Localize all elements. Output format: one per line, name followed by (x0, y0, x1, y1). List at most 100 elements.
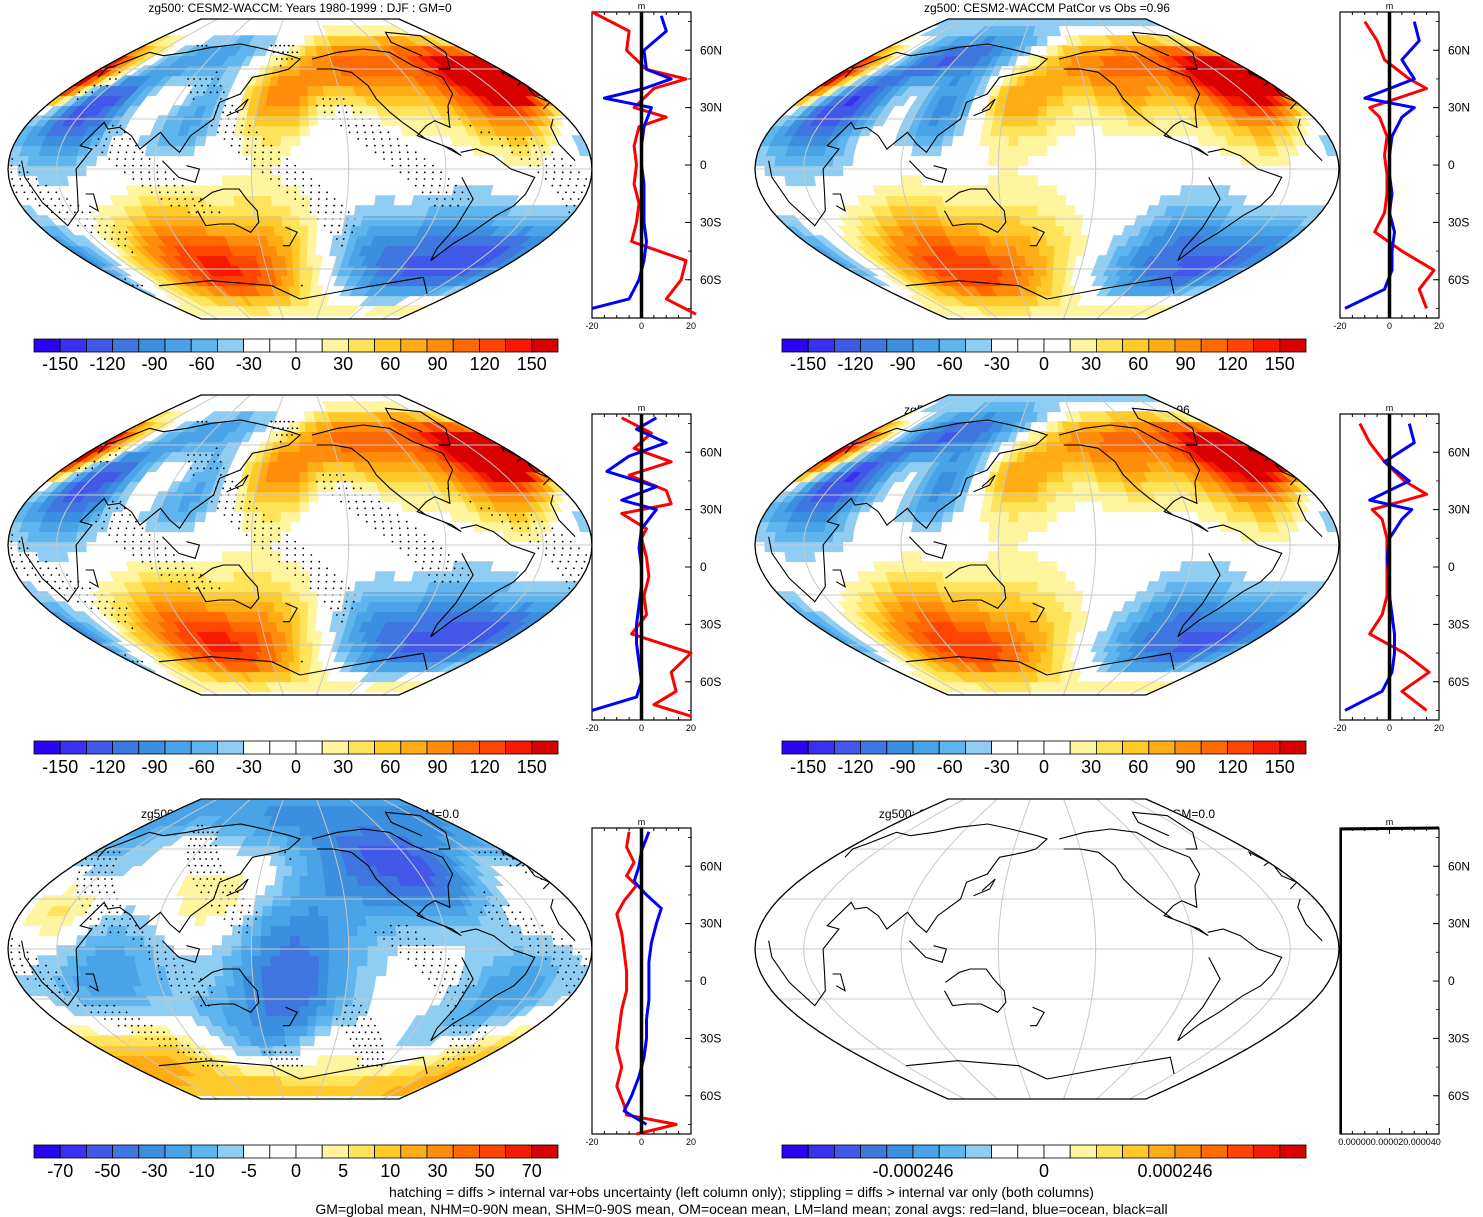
profile-lat-label: 0 (1448, 974, 1455, 988)
colorbar: -150 -120 -90 -60 -30 0 30 60 90 120 150 (33, 740, 559, 777)
colorbar-box (1279, 1144, 1307, 1159)
colorbar-box (216, 740, 244, 755)
colorbar-box (138, 338, 166, 353)
colorbar-box (531, 740, 559, 755)
colorbar-box (1148, 1144, 1176, 1159)
colorbar-label: -60 (189, 757, 215, 777)
colorbar-label: 90 (427, 757, 447, 777)
colorbar-label: -5 (241, 1161, 257, 1181)
profile-lat-label: 60N (700, 445, 722, 459)
colorbar-label: -120 (89, 757, 125, 777)
profile-lat-label: 0 (700, 158, 707, 172)
zonal-land-line (1363, 20, 1436, 309)
colorbar-box (86, 338, 114, 353)
profile-unit: m (638, 1, 646, 11)
colorbar-box (86, 1144, 114, 1159)
colorbar-box (912, 740, 940, 755)
profile-lat-label: 0 (1448, 560, 1455, 574)
colorbar-label: 120 (470, 354, 500, 374)
profile-xtick: -20 (1333, 321, 1346, 331)
colorbar-label: -70 (47, 1161, 73, 1181)
colorbar-box (1043, 338, 1071, 353)
colorbar-box (834, 1144, 862, 1159)
profile-lat-label: 60N (700, 859, 722, 873)
map-field (8, 19, 592, 319)
colorbar-label: 120 (1218, 354, 1248, 374)
profile-lat-label: 30S (1448, 617, 1469, 631)
colorbar-label: -90 (142, 354, 168, 374)
zonal-profile: m -20 0 20 60N 30N 0 30S 60S (1333, 403, 1470, 733)
colorbar-box (886, 740, 914, 755)
colorbar-box (912, 1144, 940, 1159)
colorbar-box (860, 740, 888, 755)
colorbar-box (321, 338, 349, 353)
colorbar-box (190, 1144, 218, 1159)
colorbar-box (59, 1144, 87, 1159)
profile-lat-label: 60S (700, 675, 721, 689)
colorbar-label: 60 (380, 354, 400, 374)
profile-xtick: -20 (585, 321, 598, 331)
profile-unit: m (1386, 403, 1394, 413)
colorbar-box (1174, 338, 1202, 353)
profile-lat-label: 60N (700, 43, 722, 57)
zonal-profile: m -20 0 20 60N 30N 0 30S 60S (585, 1, 722, 331)
colorbar-label: -150 (42, 354, 78, 374)
colorbar-box (965, 740, 993, 755)
colorbar-box (860, 1144, 888, 1159)
colorbar-label: -150 (790, 354, 826, 374)
colorbar-label: 0 (1039, 354, 1049, 374)
colorbar-box (138, 1144, 166, 1159)
profile-xtick: -20 (585, 723, 598, 733)
colorbar-box (374, 1144, 402, 1159)
colorbar-label: 150 (1265, 354, 1295, 374)
colorbar-box (991, 338, 1019, 353)
colorbar-box (912, 338, 940, 353)
colorbar-box (269, 338, 297, 353)
map-outline (7, 394, 593, 696)
colorbar-label: -120 (837, 354, 873, 374)
colorbar-label: 120 (1218, 757, 1248, 777)
colorbar-box (452, 1144, 480, 1159)
colorbar-box (426, 338, 454, 353)
colorbar-box (1253, 1144, 1281, 1159)
zonal-profile: m -20 0 20 60N 30N 0 30S 60S (585, 403, 722, 733)
colorbar-label: 50 (475, 1161, 495, 1181)
profile-unit: m (638, 403, 646, 413)
profile-xtick: 20 (686, 1137, 696, 1147)
colorbar-box (321, 740, 349, 755)
colorbar-label: 0.000246 (1137, 1161, 1212, 1181)
colorbar-label: 90 (1175, 354, 1195, 374)
profile-xtick: 20 (1434, 321, 1444, 331)
colorbar-label: -120 (89, 354, 125, 374)
colorbar-box (426, 1144, 454, 1159)
colorbar-box (991, 740, 1019, 755)
colorbar-box (426, 740, 454, 755)
profile-lat-label: 0 (700, 974, 707, 988)
colorbar-label: -150 (42, 757, 78, 777)
colorbar-box (531, 1144, 559, 1159)
colorbar-box (1069, 1144, 1097, 1159)
colorbar-box (374, 338, 402, 353)
colorbar-label: 60 (1128, 757, 1148, 777)
profile-xtick: -20 (585, 1137, 598, 1147)
colorbar-box (33, 740, 61, 755)
colorbar-label: -30 (984, 757, 1010, 777)
colorbar-box (938, 1144, 966, 1159)
colorbar-box (86, 740, 114, 755)
profile-lat-label: 30S (700, 215, 721, 229)
profile-unit: m (1386, 817, 1394, 827)
colorbar-box (965, 338, 993, 353)
colorbar-box (478, 740, 506, 755)
colorbar-label: -30 (142, 1161, 168, 1181)
panel-title: zg500: CESM2-WACCM: Years 1980-1999 : DJ… (148, 1, 452, 15)
profile-lat-label: 60N (1448, 445, 1470, 459)
map-outline (7, 798, 593, 1100)
profile-lat-label: 60S (700, 1089, 721, 1103)
zonal-ocean-line (591, 416, 668, 712)
profile-lat-label: 30N (700, 503, 722, 517)
colorbar-box (807, 740, 835, 755)
colorbar-label: 120 (470, 757, 500, 777)
zonal-ocean-line (622, 831, 663, 1126)
colorbar-box (347, 740, 375, 755)
colorbar-box (1174, 740, 1202, 755)
